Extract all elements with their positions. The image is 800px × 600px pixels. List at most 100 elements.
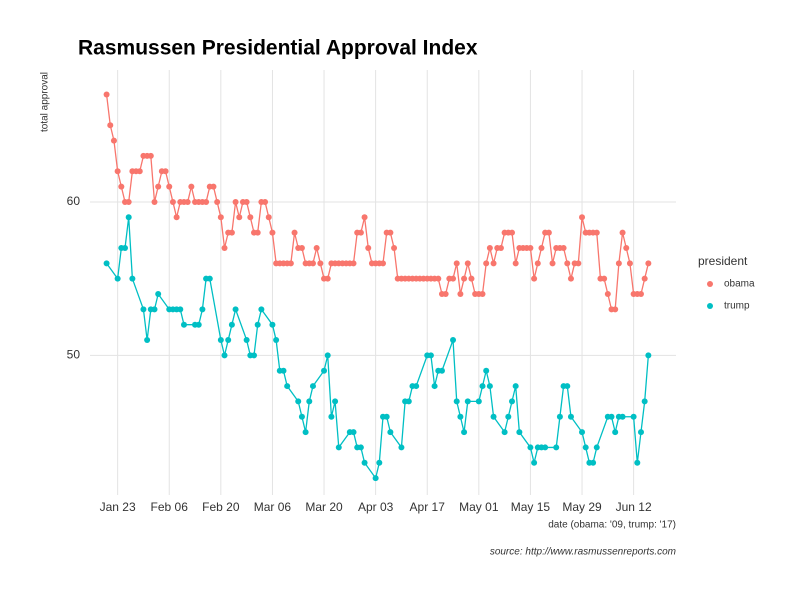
data-point — [645, 352, 652, 359]
data-point — [453, 260, 460, 267]
data-point — [542, 444, 549, 451]
data-point — [214, 198, 221, 205]
x-tick-label: Apr 17 — [410, 500, 446, 514]
data-point — [593, 229, 600, 236]
data-point — [453, 398, 460, 405]
data-point — [203, 198, 210, 205]
data-point — [162, 168, 169, 175]
data-point — [151, 198, 158, 205]
data-point — [295, 398, 302, 405]
data-point — [637, 429, 644, 436]
data-point — [490, 413, 497, 420]
data-point — [332, 398, 339, 405]
data-point — [324, 275, 331, 282]
legend-marker — [707, 303, 713, 309]
data-point — [461, 429, 468, 436]
x-tick-label: Mar 20 — [305, 500, 343, 514]
data-point — [601, 275, 608, 282]
data-point — [265, 214, 272, 221]
data-point — [626, 260, 633, 267]
data-point — [365, 244, 372, 251]
data-point — [479, 291, 486, 298]
data-point — [512, 260, 519, 267]
data-point — [641, 398, 648, 405]
data-point — [103, 260, 110, 267]
data-point — [497, 244, 504, 251]
data-point — [372, 475, 379, 482]
data-point — [567, 413, 574, 420]
data-point — [612, 306, 619, 313]
data-point — [228, 321, 235, 328]
data-point — [483, 367, 490, 374]
x-tick-label: May 15 — [511, 500, 551, 514]
data-point — [391, 244, 398, 251]
data-point — [508, 229, 515, 236]
data-point — [582, 444, 589, 451]
data-point — [405, 398, 412, 405]
data-point — [527, 244, 534, 251]
x-tick-label: Jun 12 — [616, 500, 652, 514]
data-point — [232, 306, 239, 313]
data-point — [184, 198, 191, 205]
data-point — [380, 260, 386, 267]
data-point — [350, 260, 357, 267]
x-tick-label: Apr 03 — [358, 500, 394, 514]
data-point — [630, 413, 637, 420]
x-tick-label: May 29 — [562, 500, 602, 514]
data-point — [118, 183, 125, 190]
data-point — [169, 198, 176, 205]
data-point — [284, 383, 291, 390]
data-point — [486, 383, 493, 390]
data-point — [114, 275, 121, 282]
data-point — [317, 260, 324, 267]
data-point — [280, 367, 287, 374]
data-point — [387, 229, 394, 236]
data-point — [383, 413, 390, 420]
y-tick-label: 50 — [67, 348, 81, 362]
data-point — [608, 413, 615, 420]
data-point — [431, 383, 438, 390]
data-point — [309, 260, 316, 267]
data-point — [155, 291, 162, 298]
data-point — [619, 229, 626, 236]
y-tick-label: 60 — [67, 194, 81, 208]
data-point — [136, 168, 143, 175]
data-point — [361, 214, 368, 221]
data-point — [177, 306, 184, 313]
data-point — [110, 137, 117, 144]
data-point — [151, 306, 158, 313]
data-point — [287, 260, 294, 267]
data-point — [387, 429, 394, 436]
data-point — [221, 244, 228, 251]
data-point — [247, 214, 254, 221]
data-point — [645, 260, 652, 267]
data-point — [505, 413, 512, 420]
data-point — [464, 260, 471, 267]
data-point — [357, 444, 364, 451]
data-point — [125, 198, 132, 205]
data-point — [335, 444, 342, 451]
x-tick-label: Mar 06 — [254, 500, 292, 514]
x-tick-label: Feb 20 — [202, 500, 240, 514]
data-point — [457, 413, 464, 420]
data-point — [490, 260, 497, 267]
data-point — [251, 352, 258, 359]
data-point — [604, 291, 611, 298]
data-point — [567, 275, 574, 282]
data-point — [107, 122, 114, 129]
data-point — [413, 383, 420, 390]
data-point — [475, 398, 482, 405]
data-point — [173, 214, 180, 221]
data-point — [516, 429, 523, 436]
data-point — [217, 337, 224, 344]
data-point — [593, 444, 600, 451]
data-point — [140, 306, 147, 313]
data-point — [461, 275, 468, 282]
data-point — [166, 183, 173, 190]
data-point — [188, 183, 195, 190]
x-tick-label: Feb 06 — [151, 500, 189, 514]
data-point — [269, 229, 276, 236]
data-point — [306, 398, 313, 405]
data-point — [376, 459, 383, 466]
data-point — [531, 459, 538, 466]
